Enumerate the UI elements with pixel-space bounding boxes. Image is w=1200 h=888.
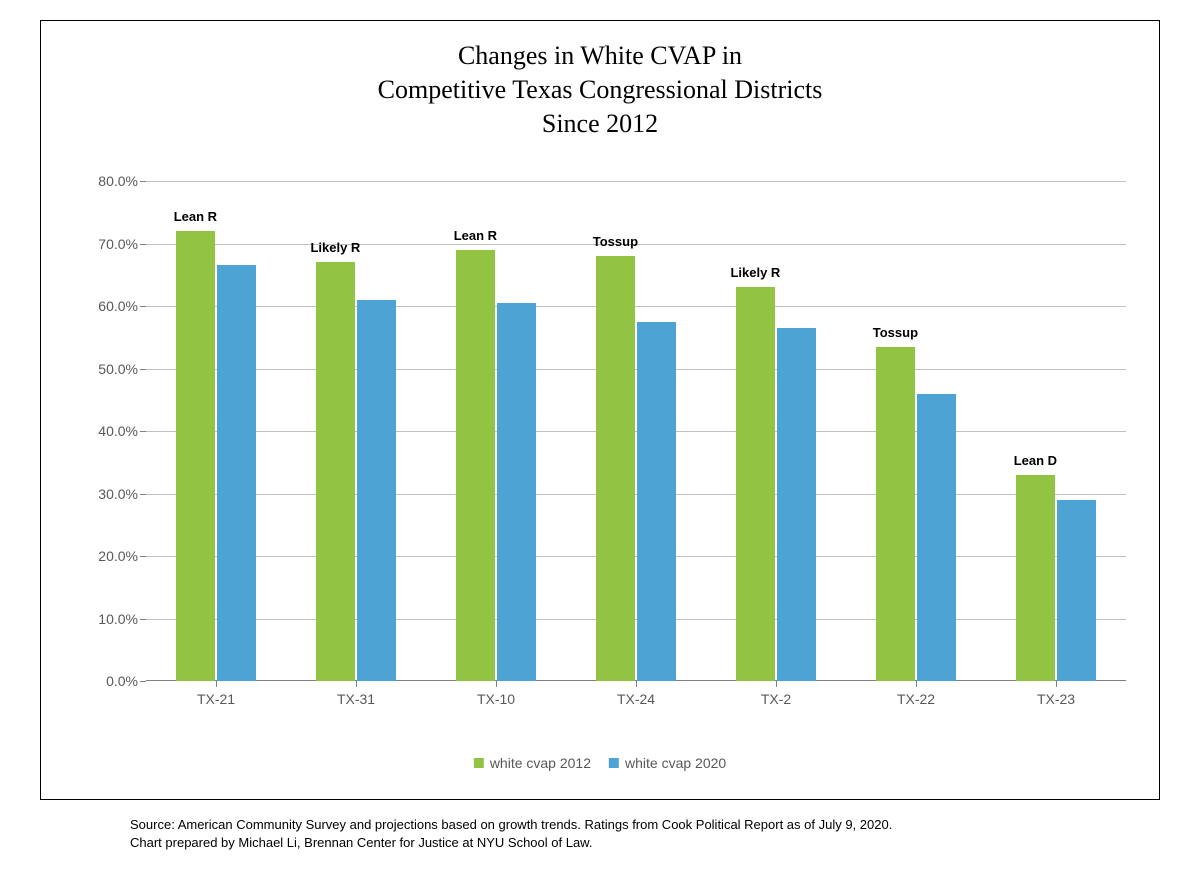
bar-2012 bbox=[176, 231, 215, 681]
x-tick-label: TX-2 bbox=[761, 691, 791, 707]
y-tick-mark bbox=[140, 431, 146, 432]
y-tick-mark bbox=[140, 244, 146, 245]
x-tick-label: TX-24 bbox=[617, 691, 655, 707]
y-tick-mark bbox=[140, 556, 146, 557]
y-tick-mark bbox=[140, 181, 146, 182]
bar-annotation: Lean R bbox=[454, 228, 497, 243]
x-tick-label: TX-21 bbox=[197, 691, 235, 707]
legend-swatch bbox=[474, 758, 484, 768]
y-tick-mark bbox=[140, 306, 146, 307]
bar-annotation: Likely R bbox=[730, 265, 780, 280]
legend-item: white cvap 2012 bbox=[474, 755, 591, 771]
bar-2012 bbox=[456, 250, 495, 681]
source-line-1: Source: American Community Survey and pr… bbox=[130, 817, 892, 832]
chart-title: Changes in White CVAP in Competitive Tex… bbox=[41, 21, 1159, 140]
bar-2020 bbox=[497, 303, 536, 681]
bar-2012 bbox=[316, 262, 355, 681]
y-tick-mark bbox=[140, 494, 146, 495]
y-tick-label: 10.0% bbox=[98, 611, 138, 627]
bar-2020 bbox=[357, 300, 396, 681]
x-tick-label: TX-31 bbox=[337, 691, 375, 707]
y-tick-mark bbox=[140, 681, 146, 682]
legend-label: white cvap 2020 bbox=[625, 755, 726, 771]
legend-item: white cvap 2020 bbox=[609, 755, 726, 771]
y-tick-label: 40.0% bbox=[98, 423, 138, 439]
y-tick-label: 0.0% bbox=[106, 673, 138, 689]
bar-annotation: Tossup bbox=[593, 234, 638, 249]
source-line-2: Chart prepared by Michael Li, Brennan Ce… bbox=[130, 835, 592, 850]
title-line-2: Competitive Texas Congressional District… bbox=[378, 75, 823, 104]
bar-annotation: Tossup bbox=[873, 325, 918, 340]
bar-2012 bbox=[1016, 475, 1055, 681]
x-tick-mark bbox=[776, 681, 777, 687]
bar-annotation: Lean R bbox=[174, 209, 217, 224]
bar-annotation: Likely R bbox=[310, 240, 360, 255]
gridline bbox=[146, 556, 1126, 557]
y-tick-mark bbox=[140, 369, 146, 370]
bar-2020 bbox=[637, 322, 676, 681]
bar-2012 bbox=[876, 347, 915, 681]
gridline bbox=[146, 369, 1126, 370]
x-tick-mark bbox=[636, 681, 637, 687]
y-tick-label: 80.0% bbox=[98, 173, 138, 189]
y-tick-label: 70.0% bbox=[98, 236, 138, 252]
y-tick-mark bbox=[140, 619, 146, 620]
gridline bbox=[146, 494, 1126, 495]
gridline bbox=[146, 431, 1126, 432]
y-tick-label: 20.0% bbox=[98, 548, 138, 564]
legend-swatch bbox=[609, 758, 619, 768]
x-tick-mark bbox=[496, 681, 497, 687]
bar-2020 bbox=[217, 265, 256, 681]
x-tick-mark bbox=[356, 681, 357, 687]
legend: white cvap 2012 white cvap 2020 bbox=[474, 755, 726, 771]
title-line-1: Changes in White CVAP in bbox=[458, 41, 742, 70]
gridline bbox=[146, 306, 1126, 307]
y-tick-label: 50.0% bbox=[98, 361, 138, 377]
bar-2012 bbox=[596, 256, 635, 681]
gridline bbox=[146, 619, 1126, 620]
x-tick-label: TX-10 bbox=[477, 691, 515, 707]
x-tick-mark bbox=[1056, 681, 1057, 687]
source-note: Source: American Community Survey and pr… bbox=[130, 816, 892, 851]
y-tick-label: 60.0% bbox=[98, 298, 138, 314]
y-tick-label: 30.0% bbox=[98, 486, 138, 502]
bar-2020 bbox=[917, 394, 956, 682]
legend-label: white cvap 2012 bbox=[490, 755, 591, 771]
bar-annotation: Lean D bbox=[1014, 453, 1057, 468]
x-tick-label: TX-22 bbox=[897, 691, 935, 707]
bar-2020 bbox=[777, 328, 816, 681]
title-line-3: Since 2012 bbox=[542, 109, 658, 138]
chart-container: Changes in White CVAP in Competitive Tex… bbox=[40, 20, 1160, 800]
bar-2012 bbox=[736, 287, 775, 681]
x-tick-mark bbox=[916, 681, 917, 687]
x-tick-mark bbox=[216, 681, 217, 687]
gridline bbox=[146, 181, 1126, 182]
x-tick-label: TX-23 bbox=[1037, 691, 1075, 707]
plot-area: 0.0%10.0%20.0%30.0%40.0%50.0%60.0%70.0%8… bbox=[146, 181, 1126, 681]
bar-2020 bbox=[1057, 500, 1096, 681]
